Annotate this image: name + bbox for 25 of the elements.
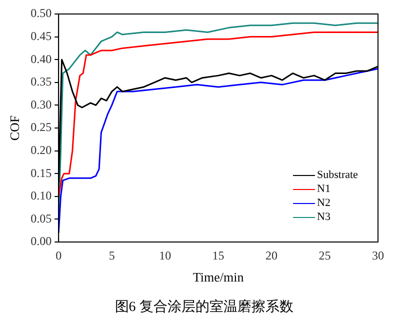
x-tick-label: 15	[212, 248, 224, 262]
y-tick-label: 0.50	[30, 6, 52, 20]
y-tick-label: 0.30	[30, 97, 52, 112]
x-axis-title: Time/min	[192, 270, 244, 285]
legend-label: N1	[317, 182, 330, 196]
y-tick-label: 0.00	[30, 234, 52, 248]
y-tick-label: 0.45	[30, 28, 52, 43]
y-tick-label: 0.20	[30, 142, 52, 157]
x-tick-label: 20	[266, 248, 278, 262]
y-tick-label: 0.10	[30, 188, 52, 203]
x-tick-label: 10	[159, 248, 172, 262]
y-tick-label: 0.35	[30, 74, 52, 89]
x-tick-label: 25	[318, 248, 331, 262]
x-tick-label: 30	[372, 248, 384, 262]
x-tick-label: 5	[108, 248, 115, 262]
y-axis-title: COF	[7, 115, 22, 141]
y-tick-label: 0.15	[30, 166, 52, 180]
legend-label: Substrate	[317, 168, 358, 182]
y-tick-label: 0.40	[30, 52, 52, 66]
legend-label: N2	[317, 196, 330, 210]
y-tick-label: 0.05	[30, 211, 52, 226]
caption: 图6 复合涂层的室温磨擦系数	[114, 298, 294, 316]
y-tick-label: 0.25	[30, 120, 52, 134]
legend-label: N3	[317, 210, 330, 224]
x-tick-label: 0	[56, 248, 62, 262]
